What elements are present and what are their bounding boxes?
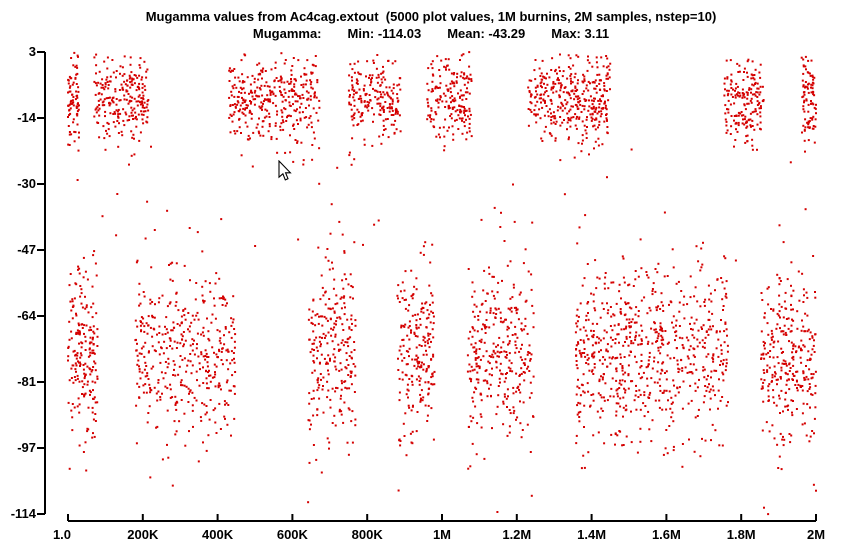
x-tick-label: 1.0 [52, 527, 72, 542]
x-tick-label: 1.8M [726, 527, 756, 542]
x-tick-label: 400K [202, 527, 234, 542]
mouse-cursor-icon [278, 160, 292, 181]
x-tick-label: 1M [432, 527, 452, 542]
y-tick-label: -64 [17, 308, 36, 323]
x-tick-label: 1.4M [577, 527, 607, 542]
y-tick-label: -14 [17, 110, 36, 125]
y-tick-label: -81 [17, 374, 36, 389]
y-tick-label: -114 [10, 506, 36, 521]
chart-title: Mugamma values from Ac4cag.extout (5000 … [145, 9, 717, 24]
stats-variable-label: Mugamma: [252, 26, 322, 41]
stats-max: Max: 3.11 [551, 26, 610, 41]
y-tick-label: -47 [17, 242, 36, 257]
axes [37, 51, 817, 522]
x-tick-label: 1.2M [502, 527, 532, 542]
stats-mean: Mean: -43.29 [447, 26, 526, 41]
x-tick-label: 1.6M [651, 527, 681, 542]
x-tick-label: 800K [351, 527, 383, 542]
y-tick-label: -97 [17, 440, 36, 455]
chart-stats-line: Mugamma: Min: -114.03 Mean: -43.29 Max: … [0, 26, 862, 41]
y-tick-label: -30 [17, 176, 36, 191]
x-tick-label: 200K [127, 527, 159, 542]
x-tick-label: 600K [276, 527, 308, 542]
stats-min: Min: -114.03 [347, 26, 422, 41]
scatter-points [67, 51, 817, 516]
x-tick-label: 2M [806, 527, 826, 542]
y-tick-label: 3 [28, 44, 36, 59]
